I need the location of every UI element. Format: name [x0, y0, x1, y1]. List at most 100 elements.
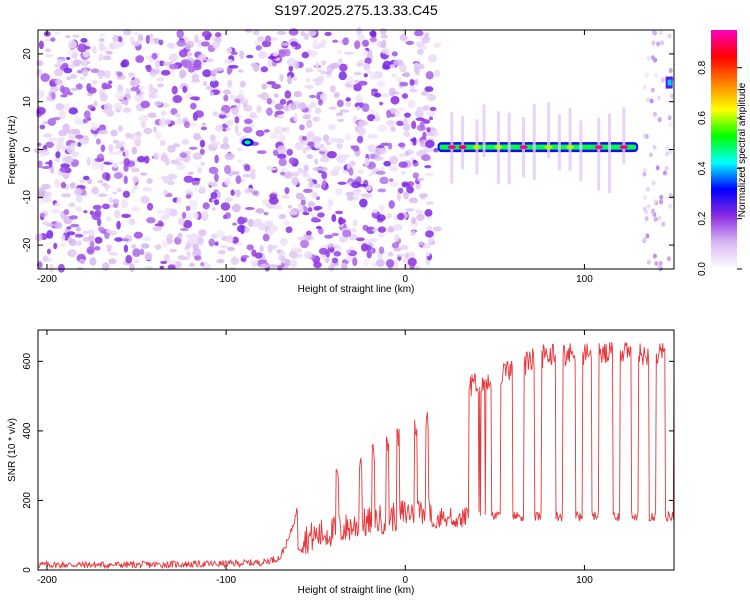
spectrogram-noise-blob	[313, 205, 323, 210]
spectrogram-noise-blob	[357, 127, 366, 136]
spectrogram-noise-blob	[216, 230, 225, 239]
spectrogram-noise-blob	[176, 165, 186, 170]
spectrogram-noise-blob	[146, 202, 154, 211]
spectrogram-noise-blob	[54, 221, 63, 230]
spectrogram-noise-blob	[415, 209, 423, 214]
spectrogram-noise-blob	[333, 251, 342, 257]
spectrogram-noise-blob	[259, 263, 270, 269]
spectrogram-noise-blob	[122, 190, 131, 198]
spectrogram-noise-blob	[179, 69, 187, 79]
spectrogram-noise-blob	[114, 209, 121, 219]
spectrogram-noise-blob	[363, 259, 369, 267]
spectrogram-noise-blob	[210, 191, 218, 199]
spectrogram-noise-blob	[98, 38, 105, 42]
spectrogram-noise-blob	[254, 252, 263, 259]
spectrogram-noise-blob	[125, 254, 133, 264]
spectrogram-noise-blob	[654, 72, 659, 78]
spectrogram-noise-blob	[141, 236, 152, 242]
spectrogram-noise-blob	[160, 69, 171, 76]
spectrogram-noise-blob	[239, 50, 245, 60]
spectrogram-noise-blob	[110, 129, 118, 137]
spectrogram-noise-blob	[239, 98, 249, 105]
spectrogram-noise-blob	[310, 212, 316, 217]
spectrogram-noise-blob	[351, 189, 362, 194]
spectrogram-x-ticks: -200 -100 0 100	[37, 30, 593, 285]
spectrogram-noise-blob	[159, 139, 166, 147]
spectrogram-noise-blob	[393, 59, 404, 66]
spectrogram-noise-blob	[314, 107, 322, 114]
spectrogram-noise-blob	[76, 240, 82, 247]
spectrogram-noise-blob	[274, 110, 285, 115]
spectrogram-noise-blob	[75, 134, 84, 139]
spectrogram-noise-blob	[374, 147, 382, 157]
spectrogram-noise-blob	[324, 31, 332, 36]
spectrogram-noise-blob	[669, 193, 674, 199]
spectrogram-noise-blob	[192, 243, 199, 251]
spectrogram-noise-blob	[655, 165, 660, 171]
spectrogram-noise-blob	[645, 233, 650, 239]
spectrogram-noise-blob	[57, 263, 65, 273]
spectrogram-noise-blob	[98, 129, 109, 135]
spectrogram-noise-blob	[83, 110, 91, 119]
spectrogram-noise-blob	[230, 189, 235, 197]
spectrogram-noise-blob	[150, 73, 156, 78]
spectrogram-noise-blob	[36, 60, 44, 67]
spectrogram-noise-blob	[130, 86, 139, 92]
spectrogram-noise-blob	[223, 136, 229, 145]
spectrogram-noise-blob	[344, 51, 354, 55]
spectrogram-noise-blob	[213, 199, 220, 206]
spectrogram-noise-blob	[322, 179, 327, 188]
spectrogram-noise-blob	[666, 256, 671, 262]
spectrogram-noise-blob	[160, 260, 168, 265]
spectrogram-noise-blob	[424, 86, 434, 93]
spectrogram-noise-blob	[271, 83, 281, 90]
spectrogram-noise-blob	[356, 62, 364, 67]
spectrogram-noise-blob	[98, 71, 104, 80]
spectrogram-noise-blob	[301, 135, 307, 141]
spectrogram-noise-blob	[34, 233, 43, 242]
spectrogram-noise-blob	[123, 244, 129, 253]
spectrogram-noise-blob	[149, 57, 154, 63]
spectrogram-noise-blob	[356, 106, 361, 111]
spectrogram-noise-blob	[99, 93, 108, 102]
spectrogram-noise-blob	[79, 179, 85, 183]
spectrogram-y-ticks: -20 -10 0 10 20	[22, 48, 674, 252]
spectrogram-noise-blob	[389, 107, 397, 114]
colorbar-ticks: 0.0 0.2 0.4 0.6 0.8	[697, 60, 742, 276]
spectrogram-noise-blob	[179, 152, 188, 159]
spectrogram-noise-blob	[69, 249, 77, 256]
spectrogram-noise-blob	[51, 208, 61, 214]
spectrogram-noise-blob	[235, 175, 242, 185]
spectrogram-noise-blob	[659, 194, 664, 200]
spectrogram-noise-blob	[230, 51, 238, 56]
spectrogram-spot	[244, 140, 251, 145]
spectrogram-noise-blob	[154, 101, 163, 107]
spectrogram-noise-blob	[213, 69, 218, 75]
spectrogram-noise-blob	[388, 200, 395, 209]
spectrogram-noise-blob	[226, 47, 233, 54]
spectrogram-noise-blob	[101, 182, 107, 187]
spectrogram-noise-blob	[200, 161, 205, 166]
spectrogram-noise-blob	[363, 73, 368, 78]
spectrogram-noise-blob	[368, 238, 378, 243]
snr-y-tick-label: 600	[22, 353, 33, 370]
spectrogram-noise-blob	[60, 234, 66, 242]
spectrogram-noise-blob	[278, 213, 287, 220]
spectrogram-noise-blob	[266, 97, 272, 105]
spectrogram-noise-blob	[82, 49, 90, 58]
spectrogram-noise-blob	[387, 226, 395, 233]
spectrogram-noise-blob	[68, 107, 78, 115]
spectrogram-noise-blob	[372, 208, 378, 214]
spectrogram-noise-blob	[94, 209, 102, 217]
spectrogram-noise-blob	[94, 157, 105, 162]
spectrogram-noise-blob	[81, 59, 88, 65]
spectrogram-noise-blob	[47, 118, 57, 126]
spectrogram-noise-blob	[101, 82, 109, 90]
spectrogram-noise-blob	[131, 206, 140, 213]
spectrogram-edge-spot	[667, 79, 672, 86]
spectrogram-noise-blob	[262, 233, 270, 242]
spectrogram-peak	[458, 145, 467, 150]
spectrogram-noise-blob	[99, 33, 106, 38]
spectrogram-noise-blob	[149, 39, 155, 46]
spectrogram-noise-blob	[305, 77, 311, 83]
